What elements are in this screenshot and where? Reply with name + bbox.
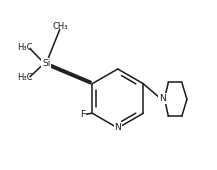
Text: N: N <box>159 94 166 103</box>
Text: F: F <box>80 110 85 120</box>
Text: CH₃: CH₃ <box>53 22 68 31</box>
Text: H₃C: H₃C <box>17 43 33 52</box>
Text: Si: Si <box>42 59 50 68</box>
Text: N: N <box>114 123 121 132</box>
Text: H₃C: H₃C <box>17 73 33 82</box>
